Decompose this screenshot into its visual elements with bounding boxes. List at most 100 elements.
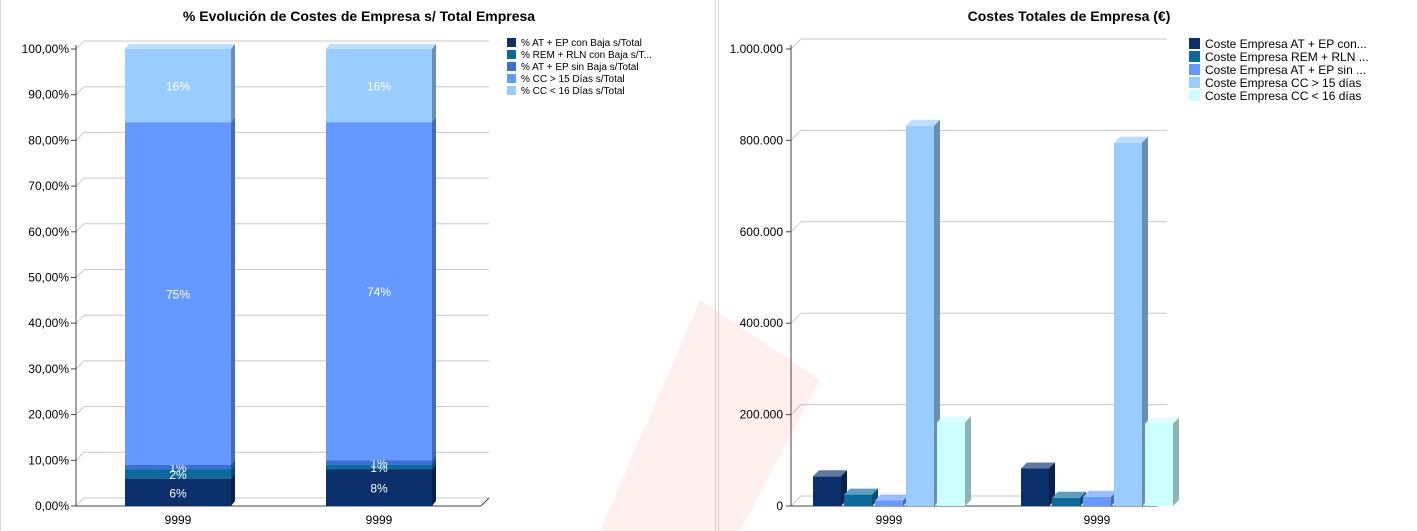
stacked-percentage-chart: 0,00% 10,00% 20,00% 30,00% 40,00% 50,00% 60,00… [22,38,652,527]
cost-bar-front [937,422,965,506]
legend-swatch [507,50,516,59]
cost-bar [813,470,847,506]
cost-bar-front [1052,497,1080,506]
y-tick-label: 60,00% [28,225,69,239]
grid-depth-line [75,86,85,96]
y-tick-label: 40,00% [28,316,69,330]
legend-label: Coste Empresa CC > 15 días [1205,76,1361,90]
stack-segment-front [326,49,432,123]
legend-swatch [507,74,516,83]
cost-bar-front [844,494,872,506]
legend-label: Coste Empresa AT + EP con... [1205,37,1367,51]
cost-bar [844,488,878,506]
cost-bar-top [844,488,878,495]
stack-segment-top [125,44,235,49]
stack-segment-front [326,464,432,470]
x-tick-label: 9999 [165,513,192,527]
cost-bar-top [937,416,971,423]
cost-bar-front [906,125,934,506]
y-tick-label: 70,00% [28,179,69,193]
grid-depth-line [75,177,85,187]
grid-depth-line [75,40,85,50]
legend-swatch [1189,77,1200,88]
grid-depth-line [75,360,85,370]
legend-label: Coste Empresa AT + EP sin ... [1205,63,1366,77]
cost-bar [1083,490,1117,506]
grid-depth-line [75,497,85,507]
stack-segment-front [326,469,432,506]
cost-bar-front [875,500,903,506]
x-tick-label: 9999 [876,513,903,527]
y-tick-label: 10,00% [28,453,69,467]
y-tick-label: 1.000.000 [730,42,784,56]
y-tick-label: 800.000 [740,133,784,147]
total-costs-chart: 0 200.000 400.000 600.000 800.000 1.000.000 99… [730,37,1369,527]
legend-label: % CC < 16 Días s/Total [521,86,625,97]
x-axis-depth [480,497,490,507]
stack-segment-side [432,464,436,506]
legend: % AT + EP con Baja s/Total% REM + RLN co… [507,38,652,97]
cost-bar-top [1021,462,1055,469]
grid-depth-line [790,221,802,233]
stack-segment-side [231,117,235,465]
cost-bar-top [906,119,940,126]
y-tick-label: 600.000 [740,225,784,239]
stack-segment [326,117,436,461]
cost-bar [1021,462,1055,506]
cost-bar [1114,136,1148,506]
stack-segment-front [326,122,432,461]
data-label: 74% [367,285,391,299]
data-label: 75% [166,287,190,301]
stack-segment-front [125,469,231,479]
legend-swatch [1189,51,1200,62]
stack-segment-front [125,49,231,123]
x-tick-label: 9999 [1084,513,1111,527]
legend-swatch [507,86,516,95]
y-tick-label: 20,00% [28,408,69,422]
legend-label: % AT + EP sin Baja s/Total [521,62,639,73]
grid-depth-line [790,130,802,141]
data-label: 8% [370,482,388,496]
legend-swatch [1189,38,1200,49]
x-tick-label: 9999 [366,513,393,527]
cost-bar [937,416,971,506]
y-tick-label: 80,00% [28,133,69,147]
stack-segment-side [231,44,235,123]
cost-bar-side [934,119,940,506]
legend: Coste Empresa AT + EP con...Coste Empres… [1189,37,1369,103]
left-chart-title: % Evolución de Costes de Empresa s/ Tota… [182,8,536,24]
cost-bar-top [1052,491,1086,498]
legend-label: % REM + RLN con Baja s/T... [521,50,652,61]
legend-label: Coste Empresa REM + RLN ... [1205,50,1369,64]
y-tick-label: 30,00% [28,362,69,376]
stack-segment-side [231,459,235,470]
stack-segment-front [125,478,231,506]
y-tick-label: 0,00% [35,499,69,513]
cost-bar-side [1142,136,1148,506]
stack-segment [326,44,436,123]
cost-bar [1052,491,1086,506]
stack-segment-front [125,122,231,465]
legend-swatch [507,62,516,71]
cost-bar [875,494,909,506]
data-label: 16% [166,80,190,94]
stack-segment-side [432,117,436,461]
legend-label: Coste Empresa CC < 16 días [1205,89,1361,103]
grid-depth-line [75,269,85,278]
y-tick-label: 200.000 [740,408,784,422]
y-tick-label: 90,00% [28,88,69,102]
stack-segment [125,44,235,123]
grid-depth-line [75,132,85,141]
legend-label: % AT + EP con Baja s/Total [521,38,642,49]
y-tick-label: 400.000 [740,316,784,330]
stack-segment-side [432,459,436,470]
stack-segment-top [326,44,436,49]
cost-bar-side [1049,462,1055,506]
stack-segment-side [231,464,235,479]
grid-depth-line [75,314,85,324]
cost-bar-top [1114,136,1148,143]
data-label: 2% [169,468,187,482]
stack-segment-front [125,464,231,470]
cost-bar-front [1021,468,1049,506]
cost-bar-side [872,488,878,506]
